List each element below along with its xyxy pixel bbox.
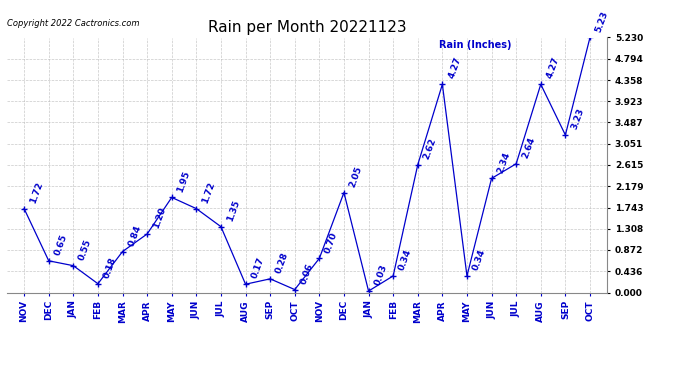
Text: 2.34: 2.34 — [495, 150, 512, 174]
Text: 0.17: 0.17 — [250, 256, 266, 280]
Text: 1.95: 1.95 — [176, 169, 192, 193]
Text: 0.06: 0.06 — [299, 262, 315, 285]
Text: 2.64: 2.64 — [520, 136, 536, 160]
Text: 0.28: 0.28 — [275, 251, 290, 274]
Text: 1.20: 1.20 — [151, 206, 167, 230]
Text: 0.34: 0.34 — [397, 248, 413, 272]
Text: 0.03: 0.03 — [373, 263, 388, 287]
Text: 1.72: 1.72 — [201, 180, 217, 204]
Text: 5.23: 5.23 — [594, 9, 610, 33]
Text: Rain (Inches): Rain (Inches) — [439, 40, 511, 50]
Text: 2.62: 2.62 — [422, 137, 438, 160]
Title: Rain per Month 20221123: Rain per Month 20221123 — [208, 20, 406, 35]
Text: Copyright 2022 Cactronics.com: Copyright 2022 Cactronics.com — [7, 19, 139, 28]
Text: 0.55: 0.55 — [77, 238, 93, 261]
Text: 3.23: 3.23 — [569, 107, 586, 131]
Text: 0.65: 0.65 — [53, 233, 69, 256]
Text: 4.27: 4.27 — [545, 56, 561, 80]
Text: 1.35: 1.35 — [225, 199, 241, 222]
Text: 0.70: 0.70 — [324, 231, 339, 254]
Text: 4.27: 4.27 — [446, 56, 462, 80]
Text: 1.72: 1.72 — [28, 180, 44, 204]
Text: 2.05: 2.05 — [348, 165, 364, 188]
Text: 0.34: 0.34 — [471, 248, 487, 272]
Text: 0.18: 0.18 — [102, 256, 118, 279]
Text: 0.84: 0.84 — [127, 224, 143, 248]
